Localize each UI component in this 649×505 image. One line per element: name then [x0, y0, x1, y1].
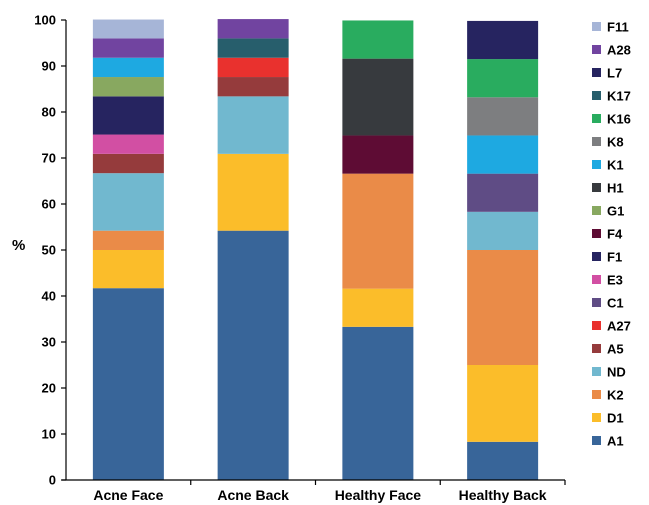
bar-segment-A5	[92, 153, 164, 174]
legend-swatch-K8	[592, 137, 601, 146]
legend-label: A28	[607, 43, 631, 58]
legend-label: E3	[607, 273, 623, 288]
legend-label: H1	[607, 181, 624, 196]
legend-swatch-A1	[592, 436, 601, 445]
bar-segment-K1	[92, 57, 164, 78]
x-category-label: Healthy Face	[335, 487, 422, 503]
bar-segment-ND	[217, 96, 289, 154]
legend-swatch-K17	[592, 91, 601, 100]
bar-segment-D1	[342, 288, 414, 327]
bar-segment-E3	[92, 134, 164, 154]
legend-label: L7	[607, 66, 622, 81]
legend-label: F4	[607, 227, 623, 242]
legend-swatch-C1	[592, 298, 601, 307]
bar-segment-A1	[342, 326, 414, 480]
y-tick-label: 30	[42, 335, 56, 350]
y-tick-label: 50	[42, 243, 56, 258]
bar-segment-K2	[92, 230, 164, 250]
legend-label: A27	[607, 319, 631, 334]
bar-segment-H1	[342, 58, 414, 136]
bar-segment-D1	[467, 365, 539, 442]
y-tick-label: 90	[42, 59, 56, 74]
bar-segment-K16	[467, 59, 539, 98]
bar-segment-A27	[217, 57, 289, 78]
legend-swatch-G1	[592, 206, 601, 215]
legend-swatch-F11	[592, 22, 601, 31]
legend: F11 A28 L7 K17 K16 K8 K1 H1 G1 F4 F1 E3 C1 A27 A5 ND K2 D…	[592, 20, 631, 449]
y-axis-title: %	[12, 237, 25, 254]
bar-segment-K17	[217, 38, 289, 58]
y-tick-label: 40	[42, 289, 56, 304]
x-category-label: Acne Back	[217, 487, 289, 503]
bar-segment-A28	[217, 19, 289, 39]
legend-label: ND	[607, 365, 626, 380]
legend-swatch-F1	[592, 252, 601, 261]
bar-segment-L7	[467, 20, 539, 60]
bar-segment-G1	[92, 77, 164, 97]
bar-segment-K1	[467, 135, 539, 174]
y-tick-label: 80	[42, 105, 56, 120]
legend-label: K1	[607, 158, 624, 173]
bar-segment-F1	[92, 96, 164, 135]
bar-segment-F4	[342, 135, 414, 174]
legend-swatch-K2	[592, 390, 601, 399]
y-tick-label: 60	[42, 197, 56, 212]
y-tick-label: 10	[42, 427, 56, 442]
legend-label: F11	[607, 20, 629, 35]
bar-segment-A5	[217, 77, 289, 97]
legend-label: K16	[607, 112, 631, 127]
legend-swatch-D1	[592, 413, 601, 422]
y-tick-label: 100	[34, 13, 56, 28]
bar-segment-F11	[92, 19, 164, 39]
legend-label: G1	[607, 204, 624, 219]
bar-segment-A1	[92, 288, 164, 480]
category-labels: Acne Face Acne Back Healthy Face Healthy Ba…	[93, 480, 566, 503]
legend-label: F1	[607, 250, 622, 265]
y-tick-label: 0	[49, 473, 56, 488]
legend-label: K17	[607, 89, 631, 104]
bar-segment-A1	[217, 230, 289, 480]
x-category-label: Acne Face	[93, 487, 163, 503]
legend-swatch-E3	[592, 275, 601, 284]
bar-segment-A1	[467, 441, 539, 480]
legend-swatch-L7	[592, 68, 601, 77]
legend-label: A5	[607, 342, 624, 357]
bar-segment-K8	[467, 97, 539, 136]
legend-label: D1	[607, 411, 624, 426]
y-axis-ticks: 0 10 20 30 40 50 60 70 80 90 100	[34, 13, 66, 488]
legend-swatch-K16	[592, 114, 601, 123]
bar-segment-K2	[467, 250, 539, 365]
bar-segment-ND	[467, 211, 539, 250]
legend-label: A1	[607, 434, 624, 449]
bar-segment-K16	[342, 20, 414, 59]
bars-group	[92, 19, 539, 480]
bar-segment-D1	[217, 153, 289, 231]
legend-label: K2	[607, 388, 624, 403]
legend-swatch-H1	[592, 183, 601, 192]
y-tick-label: 20	[42, 381, 56, 396]
legend-swatch-A28	[592, 45, 601, 54]
y-tick-label: 70	[42, 151, 56, 166]
legend-swatch-ND	[592, 367, 601, 376]
legend-label: C1	[607, 296, 624, 311]
bar-segment-C1	[467, 173, 539, 212]
legend-swatch-K1	[592, 160, 601, 169]
bar-segment-K2	[342, 173, 414, 289]
bar-segment-A28	[92, 38, 164, 58]
x-category-label: Healthy Back	[459, 487, 547, 503]
legend-label: K8	[607, 135, 624, 150]
bar-segment-ND	[92, 173, 164, 231]
bar-segment-D1	[92, 250, 164, 289]
legend-swatch-A5	[592, 344, 601, 353]
legend-swatch-A27	[592, 321, 601, 330]
legend-swatch-F4	[592, 229, 601, 238]
